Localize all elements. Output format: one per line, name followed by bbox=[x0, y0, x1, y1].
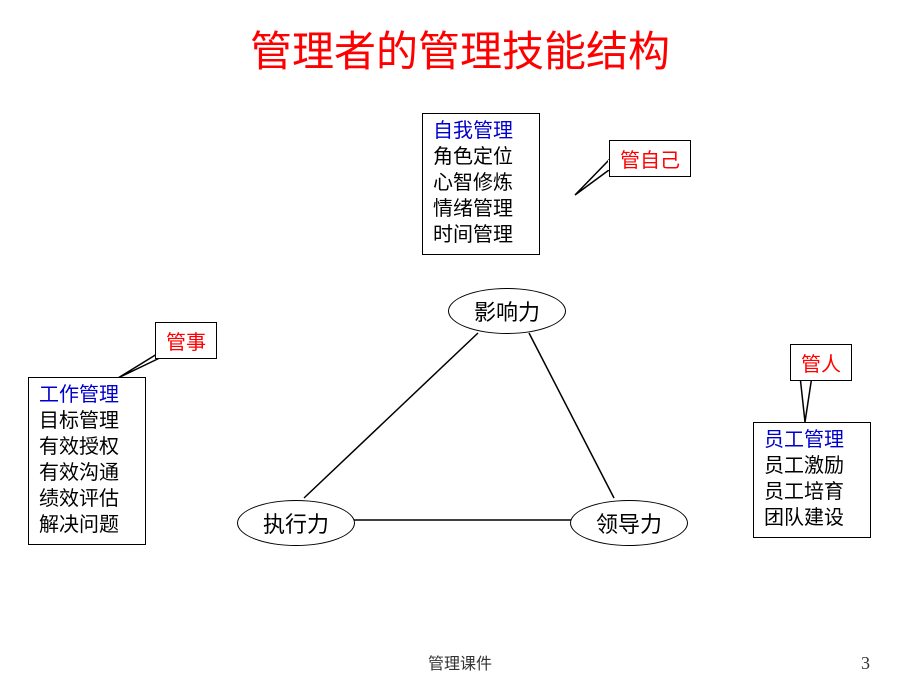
connector-layer bbox=[0, 0, 920, 690]
staff-management-box: 员工管理 员工激励 员工培育 团队建设 bbox=[753, 422, 871, 538]
self-management-item: 情绪管理 bbox=[433, 196, 529, 222]
callout-manage-tasks-text: 管事 bbox=[166, 332, 206, 354]
work-management-item: 有效授权 bbox=[39, 434, 135, 460]
staff-management-item: 团队建设 bbox=[764, 505, 860, 531]
callout-manage-people: 管人 bbox=[790, 344, 852, 381]
execution-label: 执行力 bbox=[263, 507, 329, 539]
work-management-item: 有效沟通 bbox=[39, 460, 135, 486]
self-management-box: 自我管理 角色定位 心智修炼 情绪管理 时间管理 bbox=[422, 113, 540, 255]
callout-manage-self-text: 管自己 bbox=[620, 150, 680, 172]
work-management-box: 工作管理 目标管理 有效授权 有效沟通 绩效评估 解决问题 bbox=[28, 377, 146, 545]
leadership-label: 领导力 bbox=[596, 507, 662, 539]
self-management-item: 角色定位 bbox=[433, 144, 529, 170]
influence-label: 影响力 bbox=[474, 295, 540, 327]
page-number: 3 bbox=[861, 653, 870, 674]
work-management-item: 绩效评估 bbox=[39, 486, 135, 512]
title-text: 管理者的管理技能结构 bbox=[250, 30, 670, 76]
self-management-item: 时间管理 bbox=[433, 222, 529, 248]
influence-node: 影响力 bbox=[448, 288, 566, 334]
work-management-title: 工作管理 bbox=[39, 382, 135, 408]
work-management-item: 解决问题 bbox=[39, 512, 135, 538]
callout-manage-people-text: 管人 bbox=[801, 354, 841, 376]
work-management-item: 目标管理 bbox=[39, 408, 135, 434]
self-management-item: 心智修炼 bbox=[433, 170, 529, 196]
callout-manage-self: 管自己 bbox=[609, 140, 691, 177]
staff-management-title: 员工管理 bbox=[764, 427, 860, 453]
staff-management-item: 员工激励 bbox=[764, 453, 860, 479]
callout-manage-tasks: 管事 bbox=[155, 322, 217, 359]
footer-center: 管理课件 bbox=[0, 650, 920, 674]
self-management-title: 自我管理 bbox=[433, 118, 529, 144]
leadership-node: 领导力 bbox=[570, 500, 688, 546]
page-title: 管理者的管理技能结构 bbox=[0, 18, 920, 79]
staff-management-item: 员工培育 bbox=[764, 479, 860, 505]
execution-node: 执行力 bbox=[237, 500, 355, 546]
